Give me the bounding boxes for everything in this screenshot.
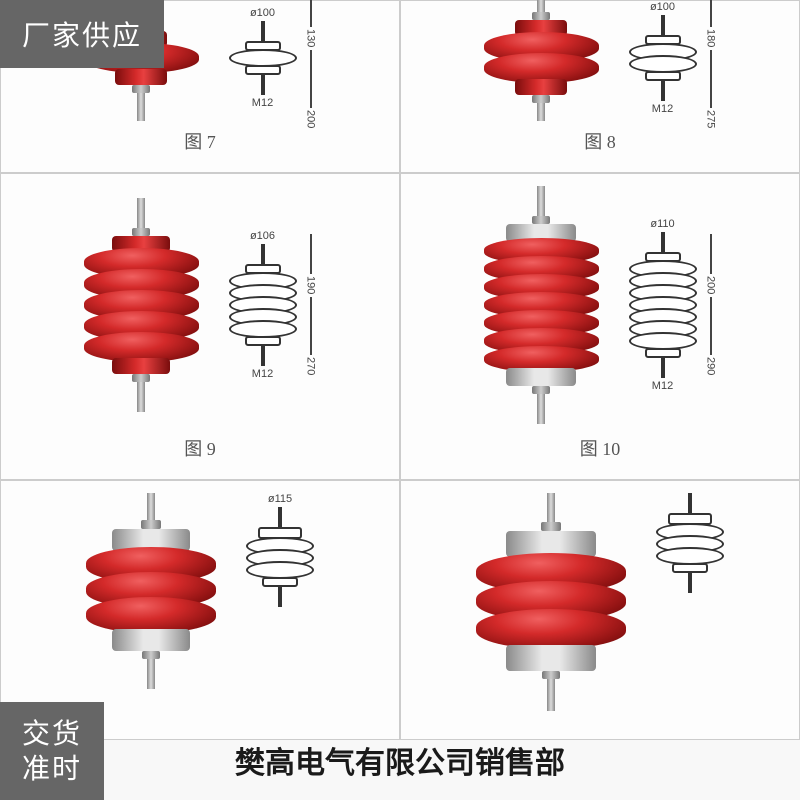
dimension-diameter: ø100 [650,1,675,13]
figure-caption: 图 10 [580,435,621,461]
figure-caption: 图 8 [584,128,616,154]
arrester-diagram: ø100 M12 180275 [629,0,717,128]
dimension-heights: 130200 [305,0,317,128]
figure-cell: ø100 M12 180275 图 8 [400,0,800,173]
dimension-diameter: ø115 [268,493,292,505]
arrester-diagram [656,493,724,593]
figure-cell [400,480,800,740]
arrester-diagram: ø106 M12 190270 [229,230,317,380]
dimension-thread: M12 [252,368,273,380]
arrester-diagram: ø115 [246,493,314,607]
arrester-photo [84,198,199,412]
figure-grid: ø100 M12 130200 图 7 ø100 M12 180275 图 8 ø106 M12 1… [0,0,800,740]
dimension-diameter: ø106 [250,230,275,242]
dimension-heights: 190270 [305,234,317,375]
figure-cell: ø110 M12 200290 图 10 [400,173,800,480]
company-name: 樊高电气有限公司销售部 [235,738,565,782]
figure-caption: 图 7 [184,128,216,154]
badge-supplier: 厂家供应 [0,0,164,68]
page: ø100 M12 130200 图 7 ø100 M12 180275 图 8 ø106 M12 1… [0,0,800,800]
dimension-heights: 180275 [705,0,717,128]
arrester-photo [476,493,626,711]
dimension-heights: 200290 [705,234,717,375]
dimension-thread: M12 [652,380,673,392]
arrester-diagram: ø100 M12 130200 [229,0,317,128]
arrester-photo [86,493,216,689]
arrester-diagram: ø110 M12 200290 [629,218,717,392]
figure-caption: 图 9 [184,435,216,461]
badge-delivery: 交货 准时 [0,702,104,800]
arrester-photo [484,0,599,121]
dimension-diameter: ø110 [650,218,674,230]
dimension-thread: M12 [652,103,673,115]
figure-cell: ø106 M12 190270 图 9 [0,173,400,480]
arrester-photo [484,186,599,424]
figure-cell: ø115 [0,480,400,740]
dimension-diameter: ø100 [250,7,275,19]
dimension-thread: M12 [252,97,273,109]
